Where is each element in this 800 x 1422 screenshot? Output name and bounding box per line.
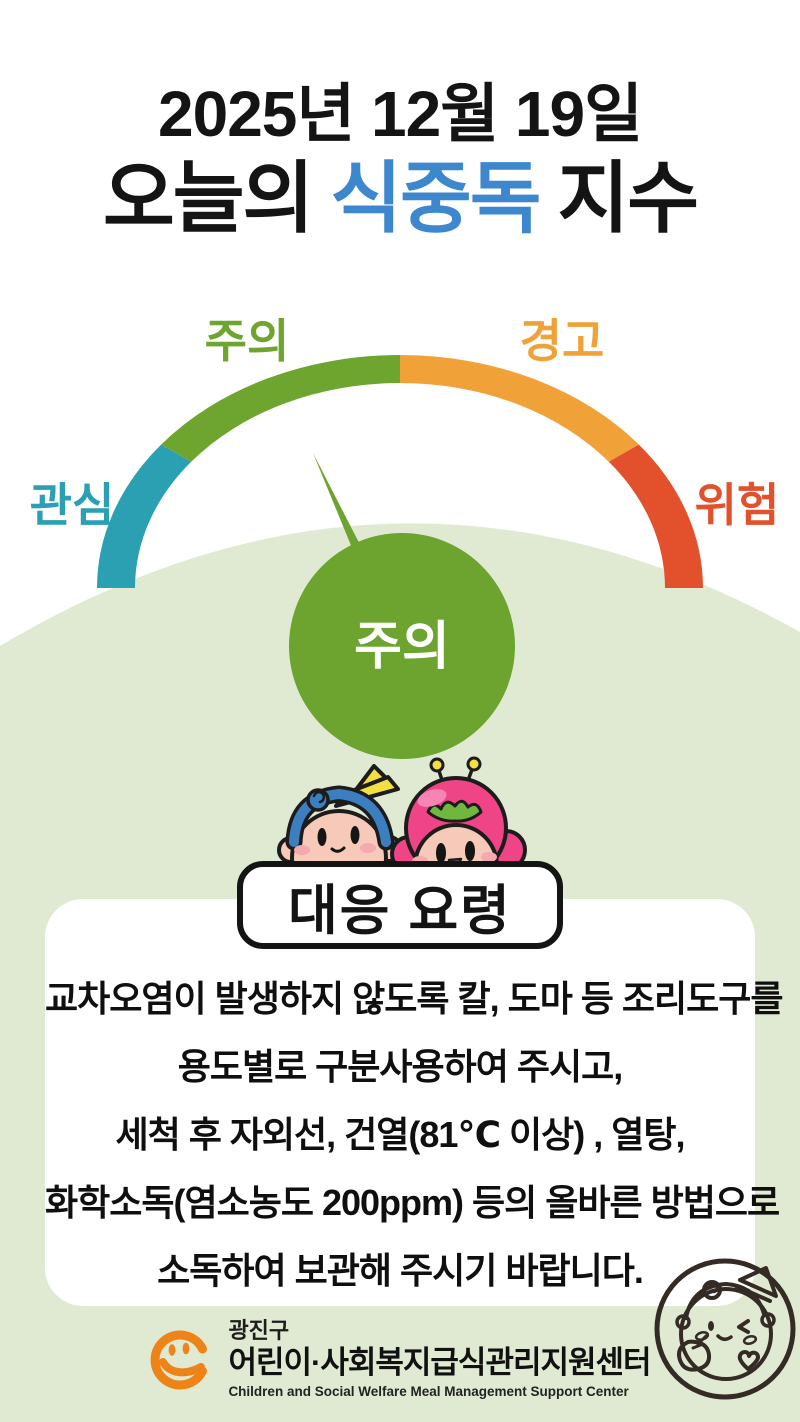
gauge-label-gwansim: 관심 xyxy=(30,479,115,531)
org-name: 어린이·사회복지급식관리지원센터 xyxy=(228,1345,651,1380)
gauge-segment-wiheom xyxy=(608,444,703,588)
current-level-label: 주의 xyxy=(354,618,450,676)
org-name-english: Children and Social Welfare Meal Managem… xyxy=(228,1384,629,1399)
smiley-g-logo-icon xyxy=(151,1330,208,1390)
advice-card: 교차오염이 발생하지 않도록 칼, 도마 등 조리도구를 용도별로 구분사용하여… xyxy=(45,899,784,1306)
advice-line: 용도별로 구분사용하여 주시고, xyxy=(177,1046,624,1087)
title-suffix: 지수 xyxy=(557,154,700,242)
gauge-segment-gwansim xyxy=(96,444,192,588)
advice-line: 소독하여 보관해 주시기 바랍니다. xyxy=(157,1250,644,1291)
gauge-segment-gyeonggo xyxy=(400,354,639,462)
gauge-label-juui: 주의 xyxy=(205,315,290,367)
footer-logo: 광진구 어린이·사회복지급식관리지원센터 Children and Social… xyxy=(0,1318,800,1400)
title-block: 2025년 12월 19일 오늘의 식중독 지수 xyxy=(0,74,800,242)
poster-date: 2025년 12월 19일 xyxy=(158,78,643,150)
title-highlight: 식중독 xyxy=(330,154,541,242)
current-level-circle xyxy=(289,533,515,759)
org-region: 광진구 xyxy=(228,1318,290,1343)
gauge-label-gyeonggo: 경고 xyxy=(520,315,605,367)
poster-title: 오늘의 식중독 지수 xyxy=(0,154,800,242)
advice-line: 교차오염이 발생하지 않도록 칼, 도마 등 조리도구를 xyxy=(45,978,784,1019)
gauge-segment-juui xyxy=(161,354,400,462)
finger-heart-baby-stamp-icon xyxy=(654,1258,796,1400)
gauge-label-wiheom: 위험 xyxy=(695,479,780,531)
footer-text: 광진구 어린이·사회복지급식관리지원센터 Children and Social… xyxy=(228,1318,651,1400)
advice-line: 화학소독(염소농도 200ppm) 등의 올바른 방법으로 xyxy=(45,1182,780,1223)
advice-line: 세척 후 자외선, 건열(81℃ 이상) , 열탕, xyxy=(115,1114,685,1155)
advice-badge-title: 대응 요령 xyxy=(237,861,563,949)
title-prefix: 오늘의 xyxy=(102,154,314,242)
